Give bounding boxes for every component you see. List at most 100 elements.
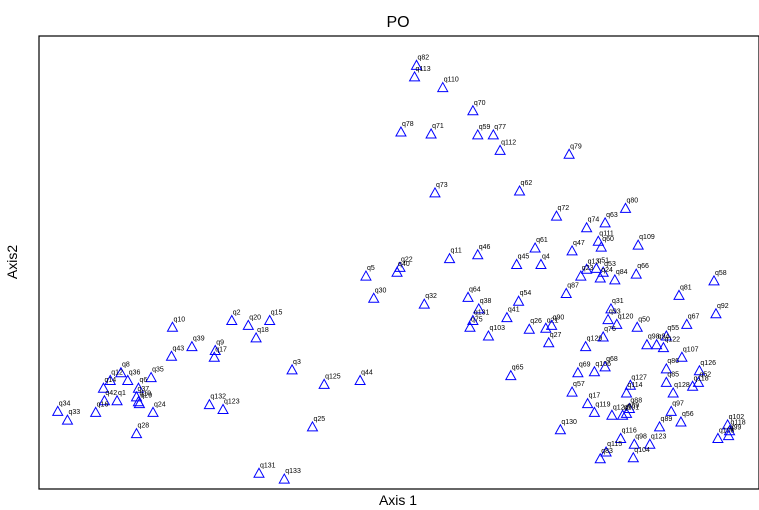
data-point	[566, 244, 578, 256]
data-point	[513, 184, 526, 196]
data-point-label: q70	[474, 100, 486, 107]
data-point	[121, 374, 134, 385]
data-point	[443, 252, 456, 264]
data-point-label: q25	[313, 416, 325, 423]
data-point	[545, 319, 558, 330]
data-point	[97, 382, 110, 393]
data-point	[394, 261, 406, 272]
data-point-label: q54	[520, 290, 532, 297]
data-point-label: q20	[249, 314, 261, 321]
data-point-label: q87	[567, 282, 579, 289]
data-point	[510, 258, 523, 269]
data-point	[436, 81, 449, 93]
data-point-label: q22	[401, 256, 413, 263]
data-point	[632, 239, 645, 250]
data-point	[566, 386, 578, 397]
data-point-label: q27	[550, 332, 562, 339]
data-point	[318, 378, 330, 389]
data-point-label: q40	[398, 261, 410, 268]
data-point-label: q131	[260, 462, 276, 469]
data-point	[354, 374, 366, 385]
data-point	[599, 360, 611, 372]
data-point	[554, 423, 567, 435]
data-point	[208, 351, 221, 362]
data-point-label: q64	[469, 286, 481, 293]
data-point-label: q14	[104, 377, 116, 384]
data-point-label: q82	[418, 54, 430, 61]
data-point-label: q109	[639, 234, 655, 241]
data-point	[418, 298, 431, 309]
data-point-label: q45	[518, 253, 530, 260]
data-point-label: q73	[436, 182, 448, 189]
data-point-label: q63	[606, 212, 618, 219]
data-point	[592, 235, 605, 246]
data-point-label: q131	[474, 310, 490, 317]
data-point	[594, 452, 607, 464]
data-point-label: q71	[432, 123, 444, 130]
data-point	[572, 366, 584, 378]
data-point	[708, 274, 720, 286]
data-point-label: q31	[612, 298, 624, 305]
data-point	[580, 221, 593, 233]
data-point	[278, 473, 291, 484]
data-point	[594, 271, 607, 283]
data-point	[408, 70, 421, 82]
data-point	[263, 314, 276, 326]
data-point	[610, 318, 623, 329]
data-point-label: q99	[730, 425, 742, 432]
data-point-label: q1	[118, 390, 126, 397]
data-point-label: q97	[672, 400, 684, 407]
data-point	[529, 242, 541, 253]
data-point	[504, 369, 517, 381]
data-point	[676, 351, 688, 362]
data-point-label: q124	[613, 404, 629, 411]
x-axis-label: Axis 1	[379, 492, 417, 508]
chart-title: PO	[386, 14, 409, 31]
data-point-label: q43	[173, 345, 185, 352]
data-point-label: q16	[97, 401, 109, 408]
data-point	[653, 420, 666, 432]
data-point-label: q120	[618, 313, 634, 320]
data-point-label: q47	[573, 240, 585, 247]
data-point-label: q46	[479, 244, 491, 251]
data-point-label: q123	[651, 433, 667, 440]
data-point	[712, 432, 724, 443]
data-point	[133, 397, 146, 409]
data-point-label: q86	[667, 358, 679, 365]
data-point-label: q132	[210, 394, 226, 401]
data-point-label: q15	[271, 310, 283, 317]
data-point	[145, 371, 157, 383]
data-point-label: q37	[138, 386, 150, 393]
data-point	[616, 409, 629, 420]
data-point	[597, 330, 610, 342]
data-point	[467, 314, 479, 326]
data-point	[560, 287, 573, 298]
data-point	[225, 314, 238, 326]
data-point	[395, 126, 407, 137]
data-point	[710, 307, 722, 319]
data-point	[360, 270, 372, 281]
data-point	[675, 416, 687, 427]
data-point	[104, 374, 117, 385]
data-point-label: q59	[479, 124, 491, 131]
data-point	[693, 364, 706, 376]
data-point	[471, 248, 484, 260]
data-point-label: q56	[682, 411, 694, 418]
data-point	[614, 432, 627, 443]
data-point	[641, 338, 653, 350]
data-point-label: q44	[361, 369, 373, 376]
data-point-label: q77	[494, 124, 506, 131]
data-point-label: q69	[579, 362, 591, 369]
data-point	[487, 128, 500, 140]
data-point-label: q11	[451, 248, 462, 255]
data-point-label: q81	[680, 284, 692, 291]
data-point	[89, 406, 102, 417]
data-point	[253, 467, 265, 478]
data-point-label: q19	[139, 391, 151, 398]
data-point-label: q102	[729, 414, 745, 421]
data-point-label: q75	[471, 316, 483, 323]
data-point-label: q133	[285, 468, 301, 475]
data-point	[620, 387, 633, 398]
data-point-label: q113	[416, 66, 431, 73]
data-point-label: q39	[193, 336, 205, 343]
